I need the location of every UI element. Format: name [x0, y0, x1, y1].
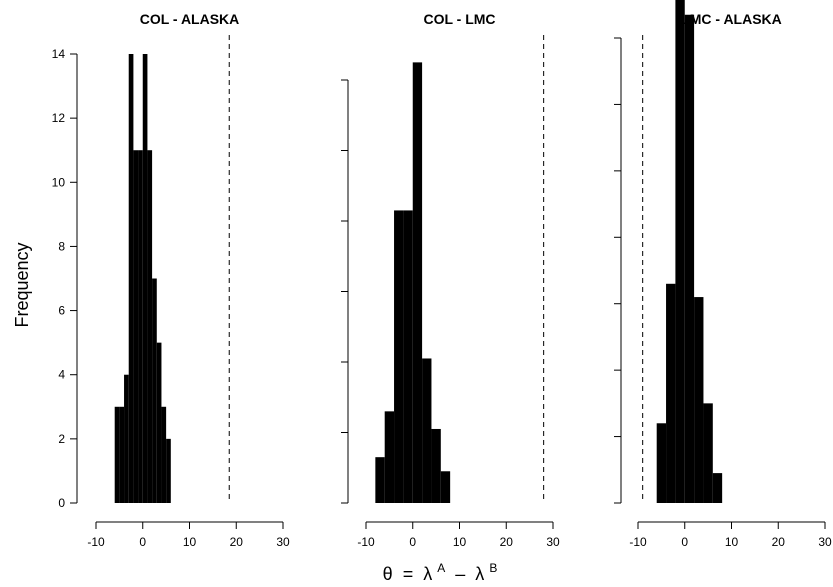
- y-tick-label: 6: [58, 304, 65, 318]
- histogram-bar: [147, 150, 153, 503]
- panels-group: COL - ALASKA -10 0 10 20 30 0 2 4 6 8 10 12 14 COL - L…: [52, 0, 832, 549]
- histogram-bar: [138, 150, 143, 503]
- histogram-bar: [675, 0, 685, 504]
- x-tick-label: 0: [681, 535, 688, 549]
- histogram-bar: [666, 283, 676, 503]
- histogram-bar: [128, 54, 134, 503]
- x-axis-title-equals: =: [398, 564, 419, 584]
- panel-1: COL - ALASKA -10 0 10 20 30 0 2 4 6 8 10 12 14: [52, 11, 290, 549]
- histogram-bar: [161, 406, 167, 503]
- x-axis-title-theta: θ: [383, 564, 393, 584]
- histogram-bar: [694, 297, 704, 503]
- histogram-bar: [403, 210, 413, 504]
- histogram-bar: [431, 428, 441, 503]
- x-axis-title-superscript-a: A: [437, 561, 445, 575]
- histogram-bar: [133, 150, 139, 503]
- x-tick-label: 30: [546, 535, 560, 549]
- panel-title: LMC - ALASKA: [681, 11, 782, 27]
- histogram-bar: [114, 406, 120, 503]
- x-axis-title-minus: –: [450, 564, 470, 584]
- x-tick-label: 30: [276, 535, 290, 549]
- x-axis-title-lambda-b: λ: [475, 564, 484, 584]
- x-axis-title: θ = λ A – λ B: [383, 556, 498, 584]
- y-tick-label: 10: [52, 175, 66, 189]
- histogram-bar: [166, 438, 171, 503]
- x-tick-label: -10: [357, 535, 375, 549]
- histogram-bar: [142, 54, 148, 503]
- x-tick-label: 0: [139, 535, 146, 549]
- panel-title: COL - LMC: [423, 11, 495, 27]
- x-tick-label: 10: [183, 535, 197, 549]
- y-axis-title: Frequency: [12, 242, 32, 327]
- histogram-bar: [375, 457, 385, 503]
- histogram-bar: [656, 423, 667, 503]
- histogram-bar: [703, 403, 713, 503]
- histogram-bar: [156, 342, 162, 503]
- y-tick-label: 2: [58, 432, 65, 446]
- panel-2: COL - LMC -10 0 10 20 30: [341, 11, 560, 549]
- y-tick-label: 14: [52, 47, 66, 61]
- histogram-bar: [440, 471, 451, 503]
- panel-3: LMC - ALASKA -10 0 10 20 30: [614, 0, 832, 549]
- histogram-bar: [124, 374, 129, 503]
- histogram-bar: [119, 406, 125, 503]
- x-tick-label: 0: [409, 535, 416, 549]
- x-tick-label: 10: [453, 535, 467, 549]
- histogram-bar: [394, 210, 404, 504]
- histogram-bar: [712, 473, 723, 503]
- y-tick-label: 12: [52, 111, 66, 125]
- histogram-bar: [412, 62, 423, 503]
- x-tick-label: 20: [500, 535, 514, 549]
- x-tick-label: 20: [772, 535, 786, 549]
- x-tick-label: 10: [725, 535, 739, 549]
- x-axis-title-superscript-b: B: [489, 561, 497, 575]
- panel-title: COL - ALASKA: [140, 11, 240, 27]
- x-tick-label: -10: [629, 535, 647, 549]
- histogram-bar: [684, 14, 695, 503]
- histogram-bar: [152, 278, 157, 503]
- histogram-bar: [422, 358, 432, 503]
- x-tick-label: 20: [230, 535, 244, 549]
- histogram-bar: [384, 411, 395, 503]
- x-axis-title-lambda-a: λ: [423, 564, 432, 584]
- y-tick-label: 4: [58, 368, 65, 382]
- y-tick-label: 0: [58, 496, 65, 510]
- x-tick-label: 30: [818, 535, 832, 549]
- x-tick-label: -10: [87, 535, 105, 549]
- y-tick-label: 8: [58, 239, 65, 253]
